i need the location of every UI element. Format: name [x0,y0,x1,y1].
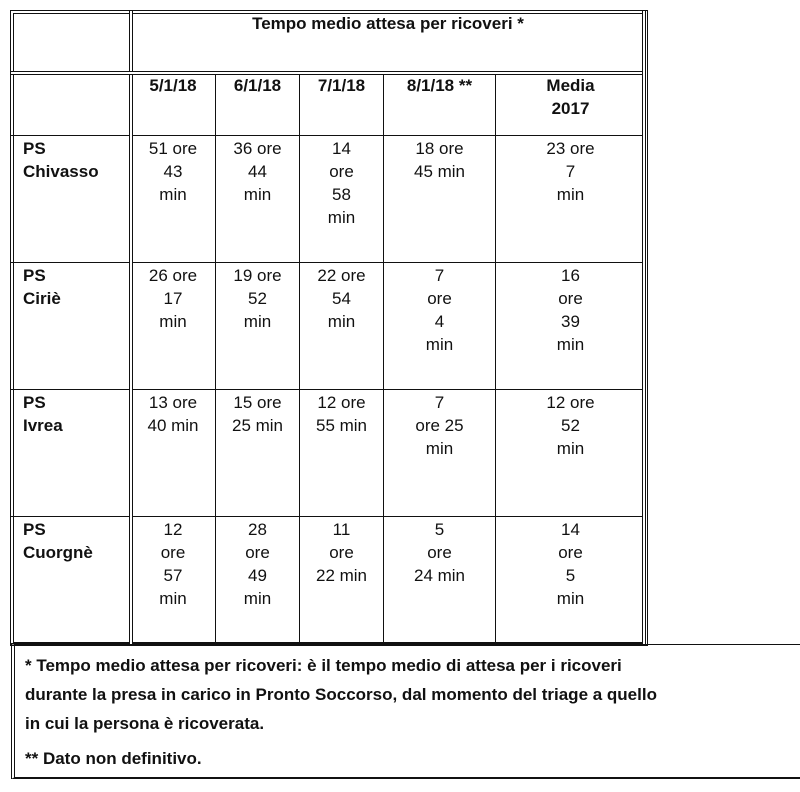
footnotes: * Tempo medio attesa per ricoveri: è il … [11,644,800,779]
table-frame [10,10,648,646]
table-cell: 15 ore 25 min [216,390,300,517]
column-header: 7/1/18 [300,73,384,136]
table-cell: 36 ore 44 min [216,136,300,263]
table-cell: 22 ore 54 min [300,263,384,390]
table-cell: 26 ore 17 min [131,263,216,390]
table-cell: 13 ore 40 min [131,390,216,517]
divider [642,11,646,644]
table-cell: 7 ore 4 min [384,263,496,390]
table-cell: 16 ore 39 min [496,263,646,390]
table-cell: 19 ore 52 min [216,263,300,390]
table-cell: 14 ore 58 min [300,136,384,263]
table-cell: 18 ore 45 min [384,136,496,263]
divider [11,71,646,75]
divider [129,11,133,644]
footnote-definition: * Tempo medio attesa per ricoveri: è il … [25,656,657,733]
table-cell: 12 ore 55 min [300,390,384,517]
table-cell: 7 ore 25 min [384,390,496,517]
row-label: PS Chivasso [11,136,131,263]
column-header: 5/1/18 [131,73,216,136]
column-header: 6/1/18 [216,73,300,136]
table-cell: 12 ore 52 min [496,390,646,517]
column-header: 8/1/18 ** [384,73,496,136]
footnote-provisional: ** Dato non definitivo. [25,749,202,768]
table-cell: 12 ore 57 min [131,517,216,644]
table-cell: 51 ore 43 min [131,136,216,263]
